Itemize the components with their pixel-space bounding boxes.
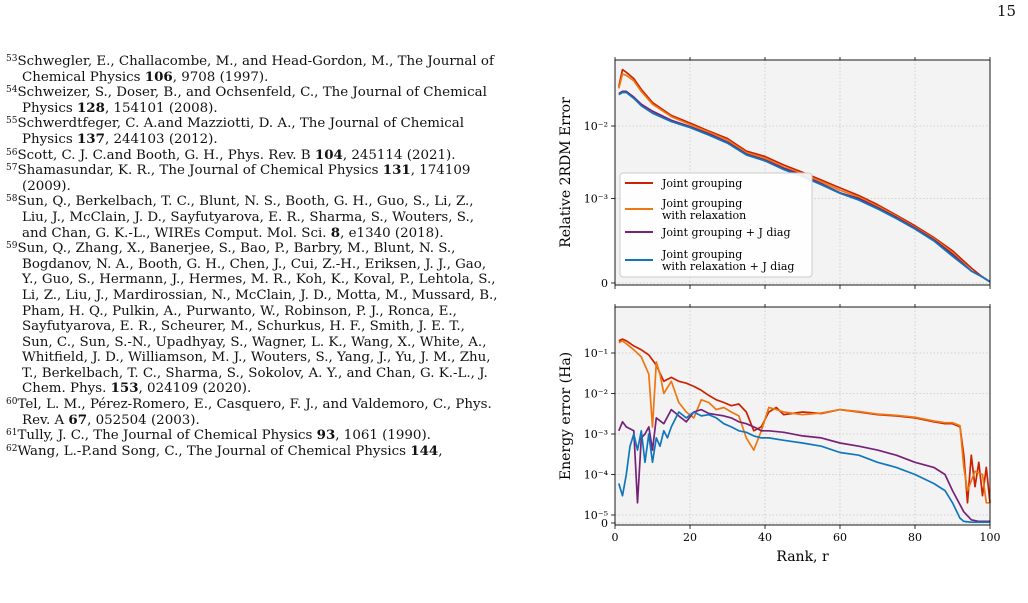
reference-item: 58Sun, Q., Berkelbach, T. C., Blunt, N. … [6,194,498,241]
y-tick-label: 10⁻³ [584,428,608,441]
x-axis-label: Rank, r [776,549,829,565]
series-line-3 [618,90,991,283]
reference-item: 55Schwerdtfeger, C. A.and Mazziotti, D. … [6,116,498,147]
legend-label-line: Joint grouping [661,248,742,261]
reference-text: Wang, L.-P.and Song, C., The Journal of … [17,443,411,459]
legend-box [619,172,813,278]
reference-number: 53 [6,54,18,64]
reference-item: 61Tully, J. C., The Journal of Chemical … [6,427,498,444]
reference-item: 59Sun, Q., Zhang, X., Banerjee, S., Bao,… [6,241,498,397]
y-axis-label: Relative 2RDM Error [558,97,574,248]
reference-text: Scott, C. J. C.and Booth, G. H., Phys. R… [17,147,315,163]
reference-text: , 024109 (2020). [138,381,252,397]
reference-number: 55 [6,116,18,127]
y-axis-label: Energy error (Ha) [558,352,574,480]
reference-text: Schweizer, S., Doser, B., and Ochsenfeld… [17,85,487,116]
chart-panel-2: 10⁻¹ 10⁻² 10⁻³ 10⁻⁴ 10⁻⁵0 Energy error (Ha) [558,304,991,530]
reference-volume: 144 [410,442,439,459]
reference-number: 60 [6,397,18,408]
y-tick-label: 10⁻³ [584,193,608,206]
series-line-3 [618,408,990,523]
reference-text: , 1061 (1990). [335,428,431,444]
reference-text: , 245114 (2021). [342,147,456,163]
reference-item: 57Shamasundar, K. R., The Journal of Che… [6,162,498,194]
x-tick-label: 80 [908,531,922,544]
reference-item: 53Schwegler, E., Challacombe, M., and He… [6,54,498,85]
x-tick-label: 100 [980,531,1001,544]
series-line-4 [617,411,990,524]
legend-label-2: Joint grouping with relaxation [661,197,746,222]
series-line-2 [618,339,990,504]
reference-volume: 128 [76,99,105,116]
y-tick-label: 10⁻² [584,120,608,133]
reference-number: 62 [6,443,18,454]
reference-volume: 8 [330,224,341,241]
x-tick-label: 20 [683,531,697,544]
legend-label-line: Joint grouping [661,177,742,190]
reference-text: , 9708 (1997). [172,69,269,85]
reference-text: , e1340 (2018). [340,225,444,241]
series-line-4 [618,91,991,283]
reference-text: Schwerdtfeger, C. A.and Mazziotti, D. A.… [17,116,465,147]
legend-label-line: with relaxation [662,209,746,222]
reference-item: 54Schweizer, S., Doser, B., and Ochsenfe… [6,85,498,116]
series-line-1 [617,68,991,283]
reference-volume: 137 [76,130,105,147]
reference-number: 59 [6,241,18,252]
reference-volume: 106 [144,68,173,85]
reference-text: Sun, Q., Zhang, X., Banerjee, S., Bao, P… [17,241,498,397]
y-tick-label: 10⁻² [584,388,608,401]
plot-frame [614,59,991,286]
reference-item: 62Wang, L.-P.and Song, C., The Journal o… [6,442,498,460]
reference-text: Shamasundar, K. R., The Journal of Chemi… [17,163,383,179]
reference-text: , [438,443,443,459]
y-tick-label: 10⁻¹ [584,347,608,360]
reference-volume: 131 [382,162,411,179]
y-tick-label: 10⁻⁴ [584,469,609,482]
reference-number: 58 [6,194,18,205]
legend-label-line: with relaxation + J diag [662,260,794,273]
reference-text: Sun, Q., Berkelbach, T. C., Blunt, N. S.… [17,194,474,241]
reference-list: 53Schwegler, E., Challacombe, M., and He… [6,54,498,459]
y-tick-label: 10⁻⁵ [584,509,608,522]
x-tick-label: 40 [758,531,772,544]
reference-text: , 174109 (2009). [22,163,471,194]
legend-label-1: Joint grouping [661,177,742,190]
reference-number: 56 [6,147,18,158]
series-line-2 [617,73,991,283]
plot-area [615,307,990,525]
page-number: 15 [997,2,1017,20]
reference-text: Tully, J. C., The Journal of Chemical Ph… [17,428,317,444]
y-tick-label: 0 [601,517,608,530]
reference-text: , 244103 (2012). [104,131,218,147]
reference-item: 56Scott, C. J. C.and Booth, G. H., Phys.… [6,146,498,164]
legend-label-line: Joint grouping + J diag [661,226,791,239]
x-tick-label: 60 [833,531,847,544]
reference-volume: 67 [68,411,88,428]
reference-text: Schwegler, E., Challacombe, M., and Head… [17,54,494,85]
x-tick-label: 0 [612,531,619,544]
reference-volume: 93 [316,427,336,444]
series-line-1 [618,338,991,504]
y-tick-label: 0 [601,277,608,290]
reference-text: Tel, L. M., Pérez-Romero, E., Casquero, … [17,397,492,428]
reference-text: , 154101 (2008). [104,100,218,116]
legend-label-3: Joint grouping + J diag [661,226,791,239]
reference-number: 61 [6,428,18,439]
legend-label-line: Joint grouping [661,197,742,210]
reference-item: 60Tel, L. M., Pérez-Romero, E., Casquero… [6,397,498,428]
legend-label-4: Joint grouping with relaxation + J diag [661,248,794,273]
reference-text: , 052504 (2003). [87,412,200,428]
reference-number: 57 [6,163,18,174]
reference-volume: 153 [110,380,139,397]
figure: 10⁻² 10⁻³ 0 Relative 2RDM Error 10⁻¹ 10⁻² 10⁻³… [558,57,1001,565]
reference-volume: 104 [314,146,343,163]
plot-frame [614,306,991,526]
reference-number: 54 [6,85,18,96]
